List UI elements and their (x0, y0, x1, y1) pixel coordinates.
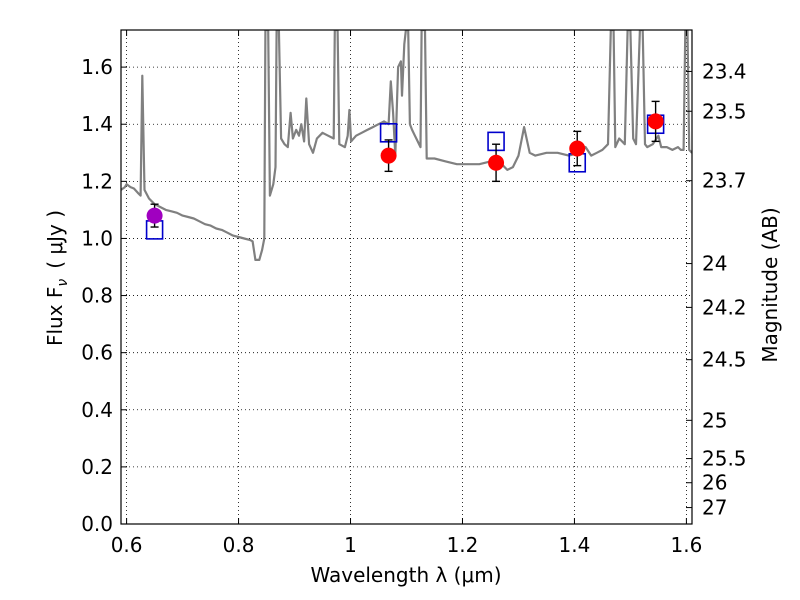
mag-tick-label: 23.5 (702, 99, 747, 123)
mag-tick-label: 25.5 (702, 447, 747, 471)
x-axis-title: Wavelength λ (μm) (310, 563, 501, 587)
y-axis-title-group: Flux Fν ( μJy ) (43, 210, 71, 346)
observed-flux-point (569, 140, 586, 157)
y-axis-title-main: Flux F (43, 287, 67, 346)
y-tick-label: 0.0 (81, 512, 113, 536)
y-tick-label: 1.6 (81, 55, 113, 79)
y-tick-label: 0.4 (81, 398, 113, 422)
y-tick-label: 0.6 (81, 341, 113, 365)
mag-tick-label: 23.4 (702, 59, 747, 83)
y-tick-label: 0.2 (81, 455, 113, 479)
x-tick-label: 1 (344, 533, 357, 557)
x-tick-label: 1.4 (559, 533, 591, 557)
right-axis-title: Magnitude (AB) (758, 207, 782, 362)
y-tick-label: 1.2 (81, 169, 113, 193)
observed-flux-point (380, 147, 397, 164)
mag-tick-label: 23.7 (702, 169, 747, 193)
grid (121, 30, 692, 524)
x-tick-label: 1.2 (447, 533, 479, 557)
right-axis-title-group: Magnitude (AB) (758, 207, 782, 362)
y-tick-label: 1.0 (81, 226, 113, 250)
y-tick-label: 0.8 (81, 284, 113, 308)
mag-tick-label: 27 (702, 496, 727, 520)
observed-flux-point (146, 207, 163, 224)
y-tick-label: 1.4 (81, 112, 113, 136)
mag-tick-label: 24.2 (702, 295, 747, 319)
x-tick-label: 0.8 (223, 533, 255, 557)
plot-clipped-group (121, 30, 692, 261)
observed-flux-point (647, 113, 664, 130)
sed-spectrum-line (121, 30, 692, 261)
y-axis-title: Flux Fν ( μJy ) (43, 210, 71, 346)
axes-frame (120, 29, 693, 525)
y-axis-title-sub: ν (55, 279, 71, 287)
plot-area (121, 30, 692, 261)
x-tick-label: 0.6 (111, 533, 143, 557)
ticks: 0.6 0.8 1 1.2 1.4 1.6 0.0 0.2 0.4 0.6 0.8 1.0 1.2 1.4… (81, 30, 747, 557)
mag-tick-label: 24 (702, 252, 727, 276)
mag-tick-label: 26 (702, 471, 727, 495)
x-tick-label: 1.6 (670, 533, 702, 557)
mag-tick-label: 24.5 (702, 348, 747, 372)
y-axis-title-units: ( μJy ) (43, 210, 67, 269)
mag-tick-label: 25 (702, 408, 727, 432)
observed-flux-point (488, 154, 505, 171)
